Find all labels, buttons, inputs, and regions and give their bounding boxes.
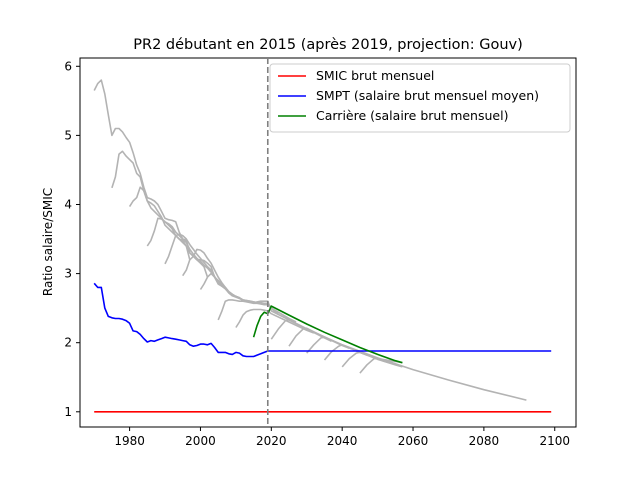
x-tick-label: 2040 (327, 434, 358, 448)
y-tick-label: 3 (64, 267, 72, 281)
x-tick-label: 1980 (114, 434, 145, 448)
y-tick-label: 4 (64, 197, 72, 211)
legend: SMIC brut mensuel SMPT (salaire brut mens… (269, 63, 571, 133)
x-tick-label: 2100 (539, 434, 570, 448)
grey-career-line (217, 299, 297, 323)
legend-label: SMIC brut mensuel (316, 68, 434, 83)
x-axis: 1980 2000 2020 2040 2060 2080 2100 (114, 427, 570, 448)
y-tick-label: 5 (64, 128, 72, 142)
chart-title: PR2 débutant en 2015 (après 2019, projec… (133, 37, 523, 53)
y-tick-label: 1 (64, 405, 72, 419)
grey-career-line (111, 150, 191, 260)
legend-label: Carrière (salaire brut mensuel) (316, 108, 508, 123)
legend-label: SMPT (salaire brut mensuel moyen) (316, 88, 539, 103)
plot-frame (79, 57, 577, 428)
x-tick-label: 2060 (398, 434, 429, 448)
x-tick-label: 2080 (469, 434, 500, 448)
grey-career-line (164, 233, 244, 301)
y-tick-label: 6 (64, 59, 72, 73)
series-line-2 (252, 305, 403, 364)
legend-box (269, 63, 571, 133)
grey-career-line (128, 186, 209, 278)
grey-career-line (341, 351, 403, 368)
y-axis: 1 2 3 4 5 6 (64, 59, 80, 419)
y-axis-label: Ratio salaire/SMIC (41, 188, 55, 296)
x-tick-label: 2000 (185, 434, 216, 448)
grey-career-line (146, 217, 226, 290)
x-tick-label: 2020 (256, 434, 287, 448)
plot-area (93, 58, 552, 427)
series-line-1 (93, 282, 552, 358)
grey-career-line (199, 272, 279, 315)
y-tick-label: 2 (64, 336, 72, 350)
